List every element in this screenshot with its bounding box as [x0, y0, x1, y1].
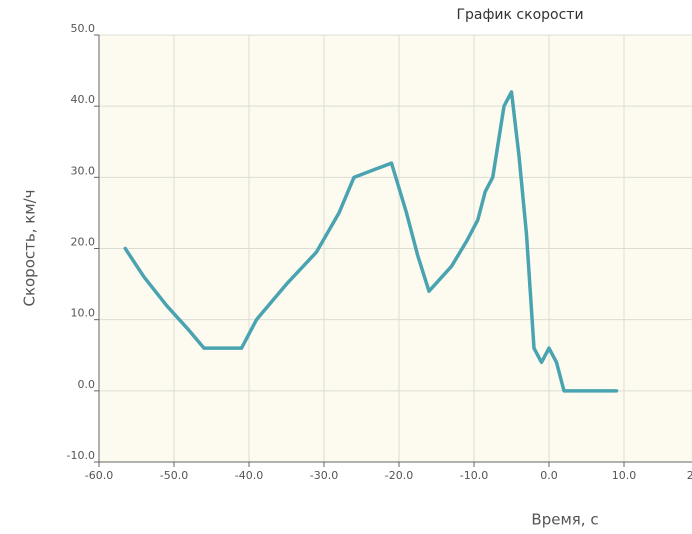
y-tick-label: -10.0 — [67, 449, 95, 462]
y-tick-label: 40.0 — [71, 93, 96, 106]
y-tick-label: 50.0 — [71, 22, 96, 35]
x-tick-label: 0.0 — [540, 469, 558, 482]
y-tick-label: 0.0 — [78, 378, 96, 391]
x-tick-label: -40.0 — [235, 469, 263, 482]
x-tick-label: 20.0 — [687, 469, 692, 482]
x-tick-label: -50.0 — [160, 469, 188, 482]
y-tick-label: 20.0 — [71, 236, 96, 249]
y-tick-label: 30.0 — [71, 164, 96, 177]
x-axis-label: Время, с — [531, 511, 598, 529]
chart-title: График скорости — [456, 7, 583, 23]
x-tick-label: -30.0 — [310, 469, 338, 482]
y-axis-label: Скорость, км/ч — [21, 189, 39, 306]
x-tick-label: -20.0 — [385, 469, 413, 482]
series-line — [123, 90, 619, 393]
y-tick-label: 10.0 — [71, 307, 96, 320]
x-tick-label: -10.0 — [460, 469, 488, 482]
x-tick-label: -60.0 — [85, 469, 113, 482]
x-tick-label: 10.0 — [612, 469, 637, 482]
